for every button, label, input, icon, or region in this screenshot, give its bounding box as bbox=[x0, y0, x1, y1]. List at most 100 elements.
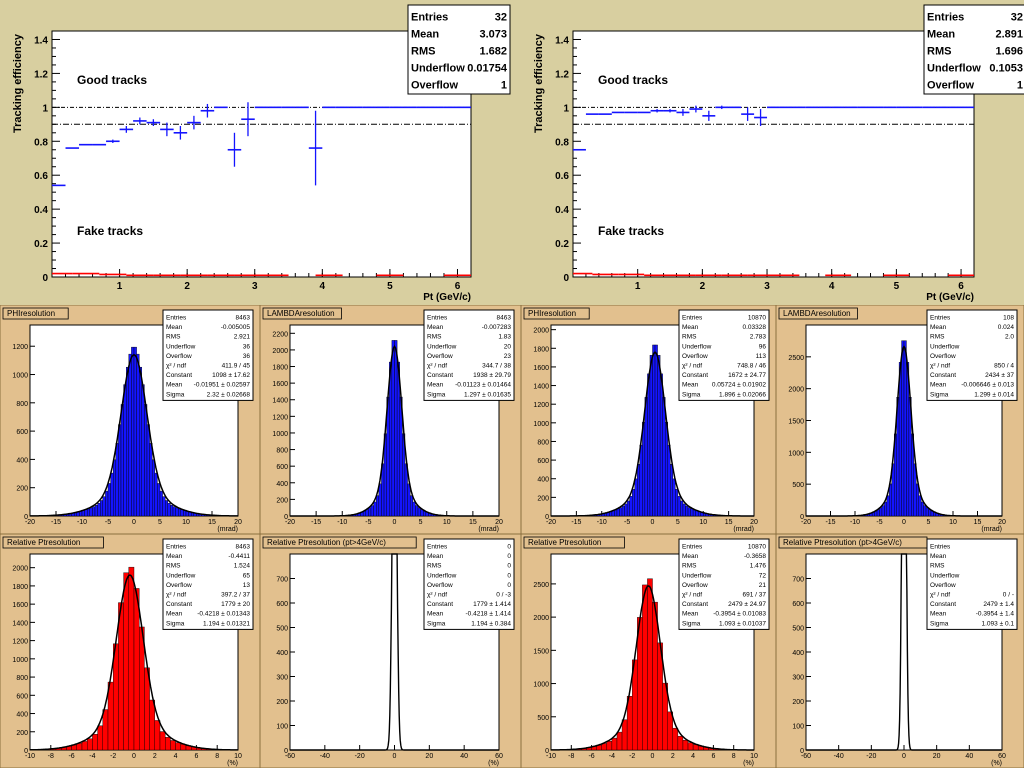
y-tick-label: 600 bbox=[276, 601, 288, 608]
histogram-bar bbox=[138, 366, 142, 517]
x-tick-label: -10 bbox=[77, 519, 87, 526]
stats-label: Overflow bbox=[411, 79, 459, 91]
y-tick-label: 1000 bbox=[272, 431, 288, 438]
x-tick-label: -5 bbox=[365, 519, 371, 526]
annotation-good-tracks: Good tracks bbox=[77, 73, 147, 87]
fit-curve bbox=[290, 553, 499, 751]
histogram-bar bbox=[125, 366, 129, 517]
stats-value: -0.3658 bbox=[744, 553, 766, 560]
x-tick-label: 20 bbox=[234, 519, 242, 526]
title-box bbox=[523, 307, 590, 320]
histogram-bar bbox=[621, 719, 628, 751]
y-tick-label: 0 bbox=[800, 748, 804, 755]
histogram-title: Relative Ptresolution bbox=[7, 538, 80, 547]
x-tick-label: 0 bbox=[651, 519, 655, 526]
stats-label: Mean bbox=[166, 382, 183, 389]
stats-label: Underflow bbox=[166, 572, 196, 579]
stats-box bbox=[678, 538, 770, 630]
histogram-bar bbox=[621, 505, 625, 517]
stats-label: Constant bbox=[427, 601, 453, 608]
histogram-bar bbox=[97, 725, 103, 751]
x-tick-label: -4 bbox=[609, 753, 615, 760]
histogram-bar bbox=[154, 720, 161, 751]
histogram-bar bbox=[670, 464, 673, 517]
stats-label: Mean bbox=[682, 611, 699, 618]
histogram-bar bbox=[667, 711, 674, 751]
histogram-bar bbox=[420, 509, 424, 517]
histogram-bar bbox=[642, 584, 648, 751]
histogram-bar bbox=[136, 353, 140, 517]
x-tick-label: 15 bbox=[469, 519, 477, 526]
y-tick-label: 0 bbox=[563, 273, 569, 284]
stats-box bbox=[678, 309, 770, 401]
stats-value: 113 bbox=[756, 353, 767, 360]
histogram-bar bbox=[115, 443, 119, 517]
stats-label: RMS bbox=[427, 334, 442, 341]
y-tick-label: 700 bbox=[792, 577, 804, 584]
stats-label: Constant bbox=[427, 372, 453, 379]
x-axis-label: (mrad) bbox=[478, 526, 499, 533]
histogram-bar bbox=[644, 397, 648, 517]
stats-label: Mean bbox=[682, 324, 699, 331]
histogram-bar bbox=[151, 459, 155, 517]
stats-value: 3.073 bbox=[479, 28, 507, 40]
histogram-bar bbox=[123, 572, 129, 751]
stats-label: Mean bbox=[682, 553, 699, 560]
y-tick-label: 0 bbox=[42, 273, 48, 284]
y-tick-label: 0.8 bbox=[555, 137, 569, 148]
histogram-bar bbox=[657, 355, 661, 517]
x-tick-label: 4 bbox=[691, 753, 695, 760]
histogram-bar bbox=[639, 444, 643, 517]
stats-label: Sigma bbox=[930, 620, 949, 627]
histogram-bar bbox=[616, 508, 620, 517]
stats-value: -0.007283 bbox=[482, 324, 512, 331]
stats-value: 1938 ± 29.79 bbox=[473, 372, 511, 379]
stats-label: Entries bbox=[166, 543, 187, 550]
plot-area bbox=[51, 30, 472, 278]
histogram-bar bbox=[97, 503, 101, 517]
y-axis-label: Tracking efficiency bbox=[533, 33, 545, 133]
lambda-resolution-right: LAMBDAresolution 0 500 1000 1500 2000 2500 -20 -… bbox=[776, 305, 1024, 534]
x-tick-label: 2 bbox=[184, 281, 190, 292]
y-tick-label: 600 bbox=[16, 693, 28, 700]
y-tick-label: 1000 bbox=[533, 682, 549, 689]
y-tick-label: 600 bbox=[537, 458, 549, 465]
histogram-bar bbox=[923, 505, 927, 517]
stats-label: Entries bbox=[411, 11, 448, 23]
histogram-bar bbox=[677, 496, 681, 517]
stats-label: Sigma bbox=[682, 391, 701, 398]
histogram-bar bbox=[412, 501, 416, 517]
y-tick-label: 100 bbox=[276, 724, 288, 731]
histogram-bar bbox=[675, 489, 679, 517]
stats-value: 411.9 / 45 bbox=[222, 362, 251, 369]
y-tick-label: 1 bbox=[563, 103, 569, 114]
histogram-bar bbox=[680, 500, 684, 517]
histogram-bar bbox=[659, 373, 663, 517]
stats-label: χ² / ndf bbox=[427, 362, 447, 369]
y-tick-label: 600 bbox=[276, 464, 288, 471]
y-tick-label: 1400 bbox=[272, 398, 288, 405]
x-tick-label: 5 bbox=[676, 519, 680, 526]
histogram-bar bbox=[167, 503, 171, 517]
stats-label: Mean bbox=[166, 611, 183, 618]
x-axis-label: (%) bbox=[227, 760, 238, 767]
x-tick-label: 20 bbox=[425, 753, 433, 760]
x-tick-label: 6 bbox=[958, 281, 964, 292]
y-tick-label: 0 bbox=[284, 748, 288, 755]
x-tick-label: -6 bbox=[588, 753, 594, 760]
stats-value: -0.4411 bbox=[228, 553, 250, 560]
stats-value: 21 bbox=[759, 582, 767, 589]
x-tick-label: -20 bbox=[25, 519, 35, 526]
x-tick-label: 8 bbox=[215, 753, 219, 760]
histogram-bar bbox=[378, 483, 382, 517]
histogram-bar bbox=[886, 495, 890, 517]
stats-value: 0.03328 bbox=[743, 324, 767, 331]
efficiency-chart: 0 0.2 0.4 0.6 0.8 1 1.2 1.4 1 2 3 4 5 6 Tracking effic… bbox=[0, 0, 521, 305]
histogram-bar bbox=[690, 508, 694, 517]
stats-label: χ² / ndf bbox=[682, 591, 702, 598]
x-tick-label: -2 bbox=[110, 753, 116, 760]
histogram-bar bbox=[667, 444, 671, 517]
histogram-bar bbox=[175, 742, 182, 751]
fit-curve bbox=[30, 574, 238, 751]
stats-value: 20 bbox=[504, 343, 512, 350]
